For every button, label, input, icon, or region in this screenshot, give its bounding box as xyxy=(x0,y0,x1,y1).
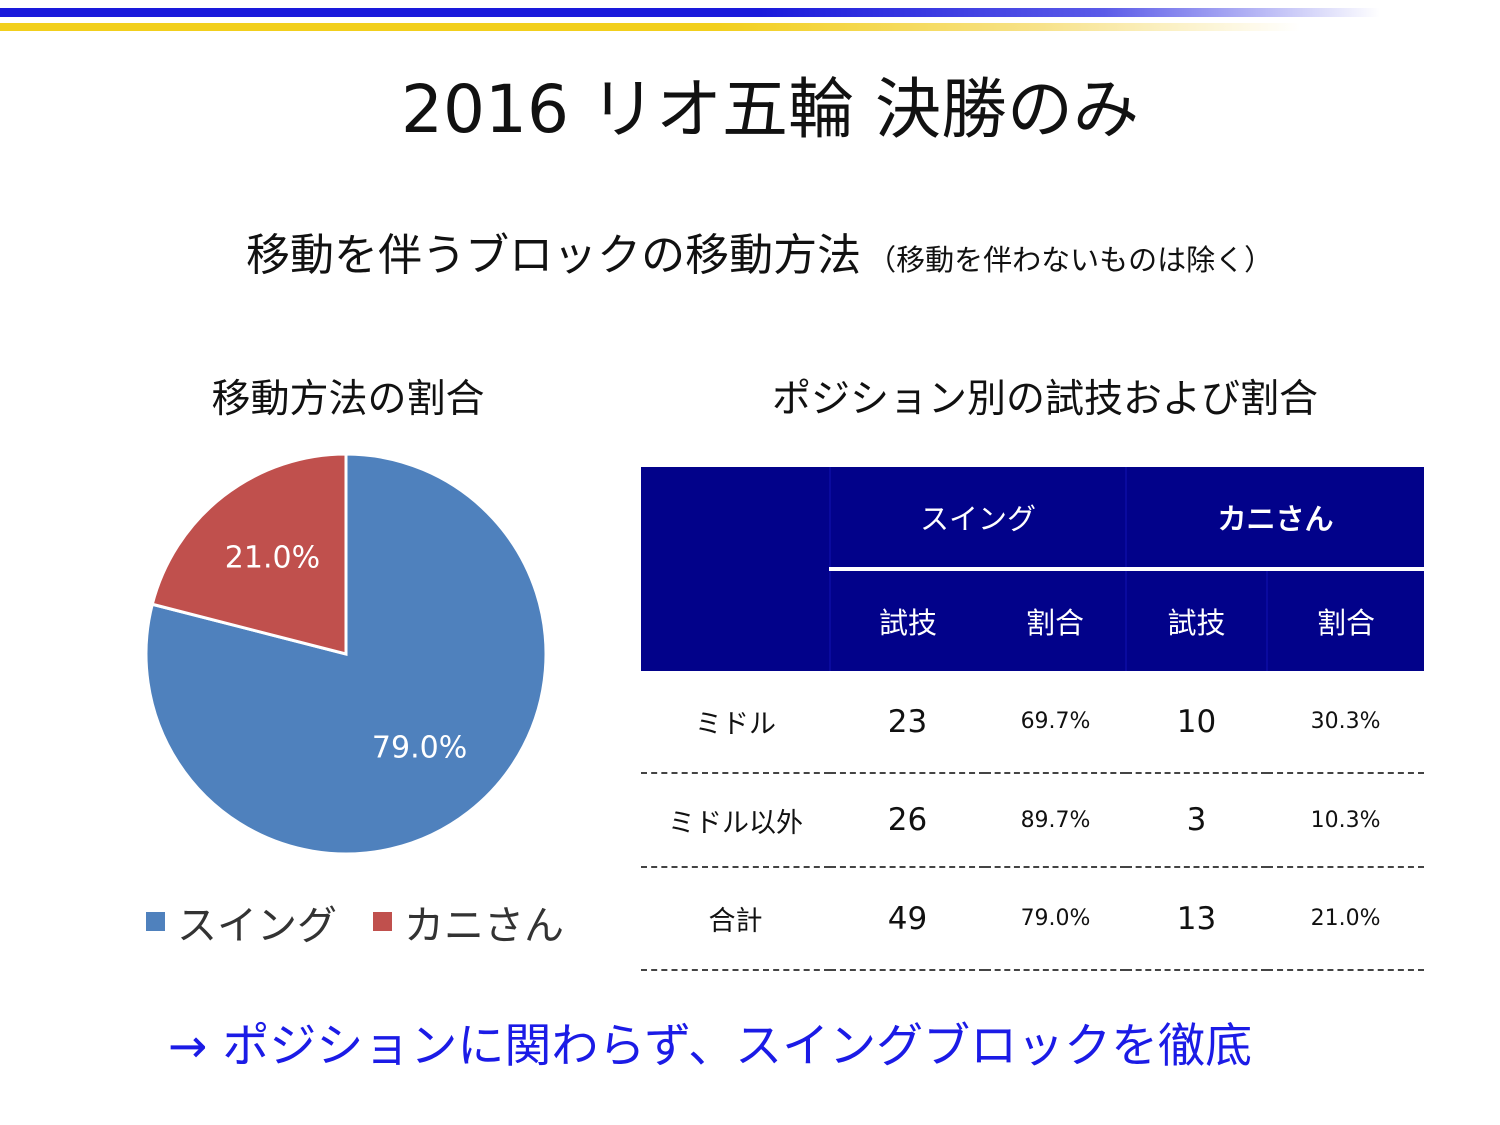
row-label: ミドル以外 xyxy=(641,773,830,868)
legend-item-swing: スイング xyxy=(146,896,337,956)
crab-trials-cell: 13 xyxy=(1126,867,1268,971)
swing-trials-cell: 26 xyxy=(830,773,985,868)
header-swing: スイング xyxy=(828,467,1127,571)
swing-ratio-cell: 69.7% xyxy=(985,671,1127,774)
subtitle-main: 移動を伴うブロックの移動方法 xyxy=(246,230,862,281)
pie-chart: 79.0% 21.0% xyxy=(144,452,548,856)
top-yellow-bar xyxy=(0,23,1300,31)
swing-trials-cell: 49 xyxy=(830,867,985,971)
legend-swatch-crab xyxy=(373,912,392,931)
header-crab: カニさん xyxy=(1125,467,1425,571)
pie-label-crab: 21.0% xyxy=(225,541,320,576)
row-label: ミドル xyxy=(641,671,830,774)
subheader-swing-trials: 試技 xyxy=(829,569,985,671)
subtitle-note: （移動を伴わないものは除く） xyxy=(867,243,1274,277)
subheader-crab-ratio: 割合 xyxy=(1266,569,1425,671)
swing-ratio-cell: 89.7% xyxy=(985,773,1127,868)
top-blue-bar xyxy=(0,8,1380,17)
swing-ratio-cell: 79.0% xyxy=(985,867,1127,971)
conclusion-text: → ポジションに関わらず、スイングブロックを徹底 xyxy=(168,1019,1253,1074)
crab-trials-cell: 10 xyxy=(1126,671,1268,774)
swing-trials-cell: 23 xyxy=(830,671,985,774)
table-row: 合計 49 79.0% 13 21.0% xyxy=(641,867,1425,971)
table-corner-cell xyxy=(641,467,830,671)
pie-slice-crab xyxy=(150,452,348,656)
table-title: ポジション別の試技および割合 xyxy=(771,377,1318,422)
row-label: 合計 xyxy=(641,867,830,971)
crab-ratio-cell: 30.3% xyxy=(1267,671,1425,774)
slide-title: 2016 リオ五輪 決勝のみ xyxy=(401,71,1139,148)
legend-label-swing: スイング xyxy=(177,903,337,949)
legend-item-crab: カニさん xyxy=(373,896,564,956)
legend-label-crab: カニさん xyxy=(404,903,564,949)
table-row: ミドル以外 26 89.7% 3 10.3% xyxy=(641,773,1425,868)
pie-chart-title: 移動方法の割合 xyxy=(211,377,485,422)
position-table: スイング カニさん 試技 割合 試技 割合 ミドル 23 69.7% 10 30… xyxy=(641,467,1425,971)
crab-trials-cell: 3 xyxy=(1126,773,1268,868)
pie-legend: スイング カニさん xyxy=(146,896,600,956)
slide-subtitle: 移動を伴うブロックの移動方法 （移動を伴わないものは除く） xyxy=(246,226,1273,286)
table-row: ミドル 23 69.7% 10 30.3% xyxy=(641,671,1425,774)
subheader-swing-ratio: 割合 xyxy=(985,569,1127,671)
subheader-crab-trials: 試技 xyxy=(1125,569,1268,671)
crab-ratio-cell: 10.3% xyxy=(1267,773,1425,868)
legend-swatch-swing xyxy=(146,912,165,931)
pie-label-swing: 79.0% xyxy=(372,730,467,765)
crab-ratio-cell: 21.0% xyxy=(1267,867,1425,971)
